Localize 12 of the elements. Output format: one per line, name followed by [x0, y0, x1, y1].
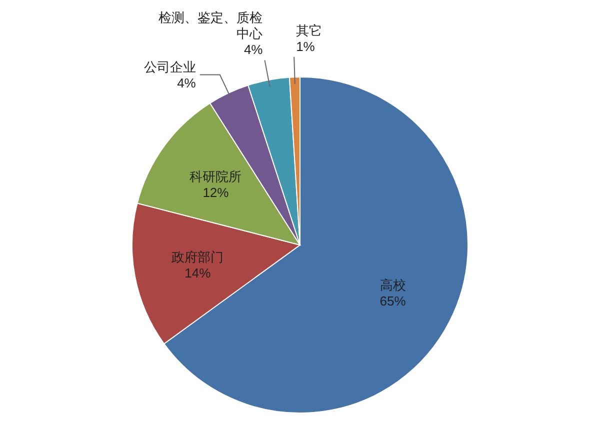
slice-label: 检测、鉴定、质检中心 — [158, 10, 263, 42]
data-label: 4% — [244, 42, 264, 58]
data-label: 65% — [380, 293, 406, 308]
slice-label: 高校 — [380, 277, 406, 292]
data-label: 14% — [184, 266, 212, 281]
slice-label: 公司企业 — [144, 60, 196, 75]
data-label: 12% — [202, 184, 230, 200]
data-label: 4% — [177, 76, 196, 91]
data-label: 1% — [296, 38, 316, 54]
slice-label: 科研院所 — [190, 168, 242, 184]
slice-label: 其它 — [296, 22, 322, 38]
slice-label: 政府部门 — [172, 250, 224, 265]
